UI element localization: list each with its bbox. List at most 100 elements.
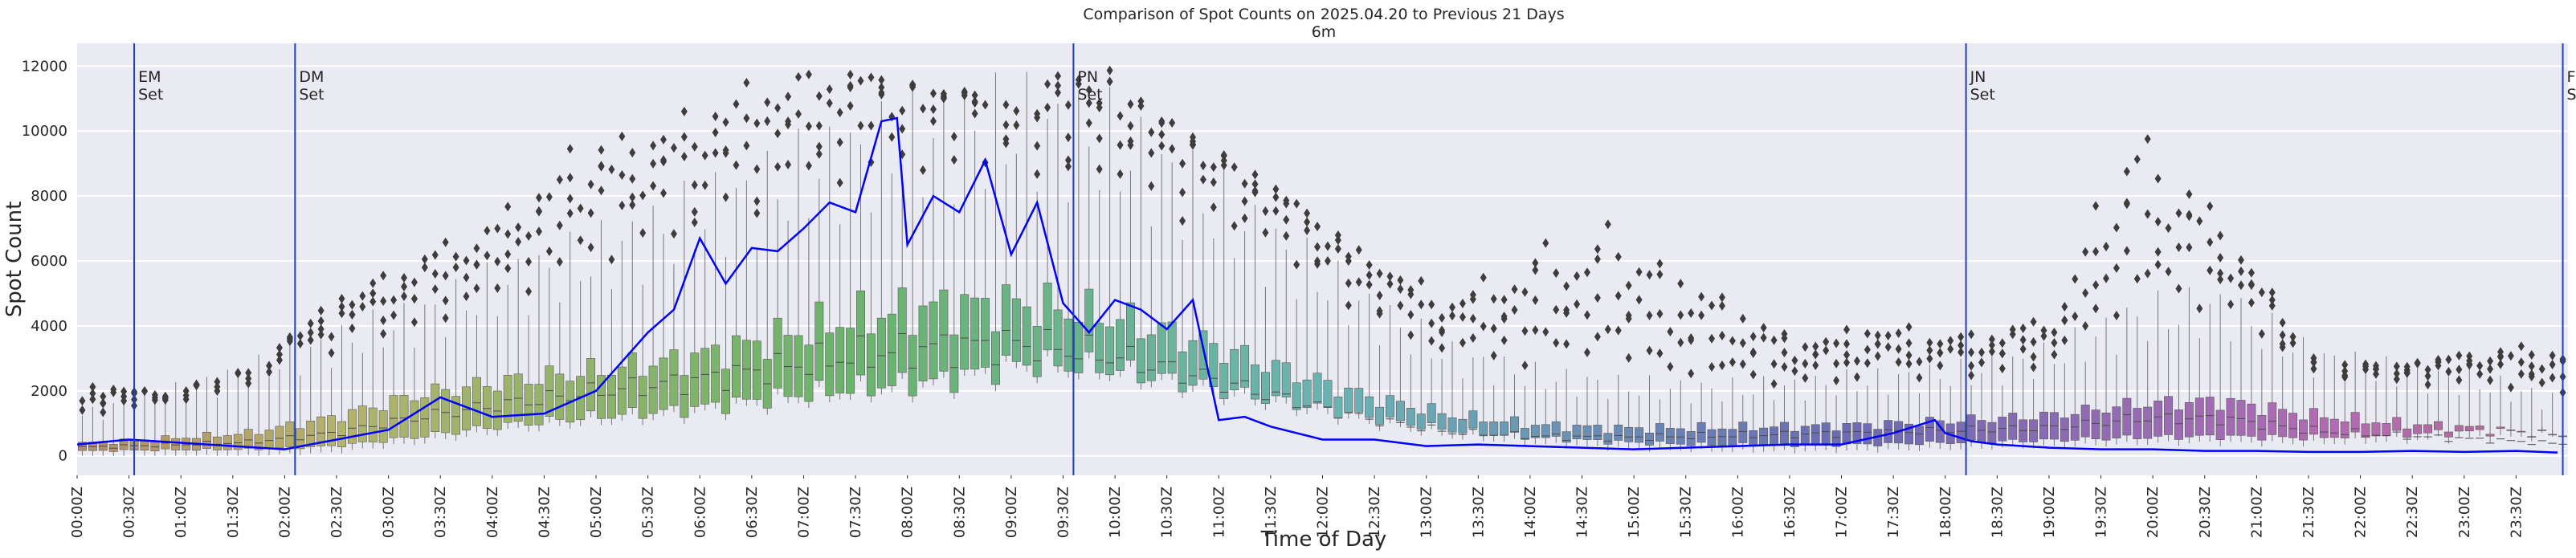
outlier (1563, 339, 1570, 349)
outlier (1635, 267, 1643, 277)
outlier (504, 229, 512, 239)
outlier (79, 405, 86, 415)
outlier (1905, 338, 1913, 348)
outlier (1355, 245, 1362, 255)
y-tick-label: 12000 (22, 58, 67, 75)
x-tick-label: 22:00Z (2353, 487, 2370, 538)
box (1105, 326, 1115, 376)
outlier (1781, 348, 1788, 358)
outlier (1117, 169, 1124, 179)
outlier (680, 106, 688, 116)
outlier (920, 104, 927, 114)
outlier (670, 143, 677, 153)
outlier (847, 82, 854, 92)
box (441, 389, 451, 434)
outlier (2237, 266, 2244, 276)
box (825, 332, 835, 397)
outlier (1937, 339, 1944, 349)
box (420, 397, 430, 438)
box (960, 294, 970, 370)
event-label: EM (138, 68, 161, 86)
box (1614, 424, 1623, 441)
box (2517, 430, 2526, 433)
box (1676, 428, 1685, 445)
outlier (2175, 283, 2182, 294)
outlier (1656, 348, 1664, 359)
box (794, 335, 803, 397)
outlier (1553, 268, 1560, 279)
outlier (1034, 169, 1041, 179)
outlier (2393, 369, 2400, 379)
outlier (587, 242, 594, 253)
box (337, 421, 346, 448)
outlier (2207, 237, 2214, 247)
outlier (815, 91, 823, 101)
x-tick-label: 14:00Z (1522, 487, 1539, 538)
outlier (1137, 96, 1145, 107)
outlier (577, 203, 584, 214)
box (1416, 413, 1426, 430)
outlier (1998, 348, 2006, 359)
outlier (2133, 274, 2141, 284)
outlier (722, 192, 729, 202)
outlier (1864, 358, 1871, 369)
box (732, 335, 741, 398)
box (1842, 423, 1851, 445)
x-tick-label: 01:00Z (173, 487, 190, 538)
box (856, 290, 865, 376)
outlier (1874, 339, 1881, 349)
outlier (608, 164, 615, 174)
outlier (1293, 198, 1300, 209)
outlier (1013, 120, 1020, 130)
event-label: PN (1077, 68, 1098, 86)
outlier (1594, 293, 1601, 303)
outlier (2144, 134, 2151, 145)
box (1386, 395, 1394, 417)
outlier (1397, 300, 1404, 311)
outlier (515, 237, 522, 247)
outlier (971, 90, 978, 100)
box (2080, 405, 2090, 438)
outlier (401, 273, 408, 283)
box (1437, 413, 1447, 430)
outlier (1843, 350, 1851, 360)
outlier (535, 193, 542, 203)
outlier (1594, 244, 1601, 255)
box (669, 349, 679, 406)
box (347, 409, 357, 444)
x-tick-label: 00:30Z (121, 487, 138, 538)
outlier (110, 384, 117, 394)
outlier (743, 77, 750, 88)
box (2464, 426, 2474, 432)
outlier (1397, 275, 1404, 285)
box (949, 334, 959, 393)
box (2153, 401, 2163, 437)
outlier (826, 84, 833, 95)
outlier (1802, 342, 1809, 352)
outlier (1106, 65, 1113, 75)
outlier (1106, 76, 1113, 87)
event-label: Set (138, 86, 163, 104)
outlier (245, 368, 252, 378)
box (431, 383, 440, 432)
box (1240, 344, 1250, 388)
box (2392, 417, 2402, 431)
outlier (2009, 324, 2016, 335)
x-tick-label: 11:00Z (1210, 487, 1227, 538)
outlier (2258, 328, 2265, 339)
outlier (307, 318, 314, 328)
outlier (1615, 251, 1622, 262)
outlier (722, 117, 729, 128)
outlier (556, 174, 563, 185)
box (1125, 302, 1135, 361)
box (2070, 413, 2080, 441)
outlier (1708, 362, 1716, 373)
outlier (753, 208, 761, 218)
outlier (1439, 343, 1446, 353)
outlier (1823, 345, 1830, 356)
x-tick-label: 04:00Z (484, 487, 501, 538)
outlier (2362, 359, 2370, 369)
box (1603, 433, 1613, 445)
outlier (349, 299, 356, 310)
outlier (2092, 280, 2100, 291)
